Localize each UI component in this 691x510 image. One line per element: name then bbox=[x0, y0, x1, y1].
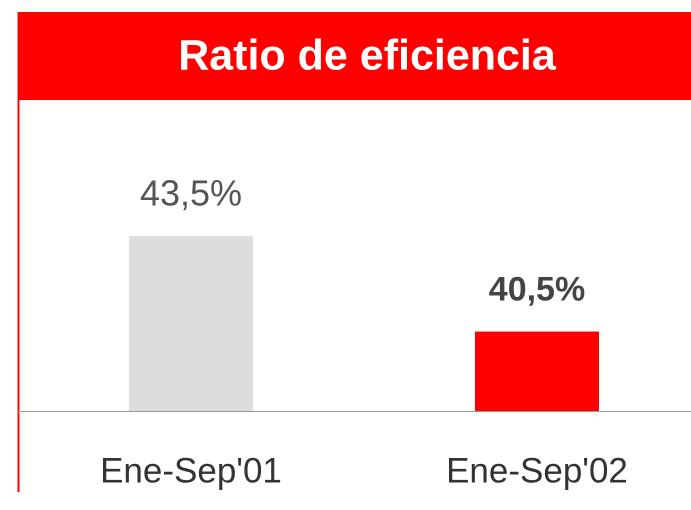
title-bar bbox=[18, 12, 691, 100]
bar bbox=[129, 236, 253, 411]
x-tick-label: Ene-Sep'02 bbox=[446, 451, 628, 490]
value-label: 40,5% bbox=[489, 271, 585, 309]
chart-title: Ratio de eficiencia bbox=[178, 31, 557, 79]
bar bbox=[475, 331, 599, 411]
value-label: 43,5% bbox=[140, 173, 242, 214]
x-tick-label: Ene-Sep'01 bbox=[100, 451, 282, 490]
